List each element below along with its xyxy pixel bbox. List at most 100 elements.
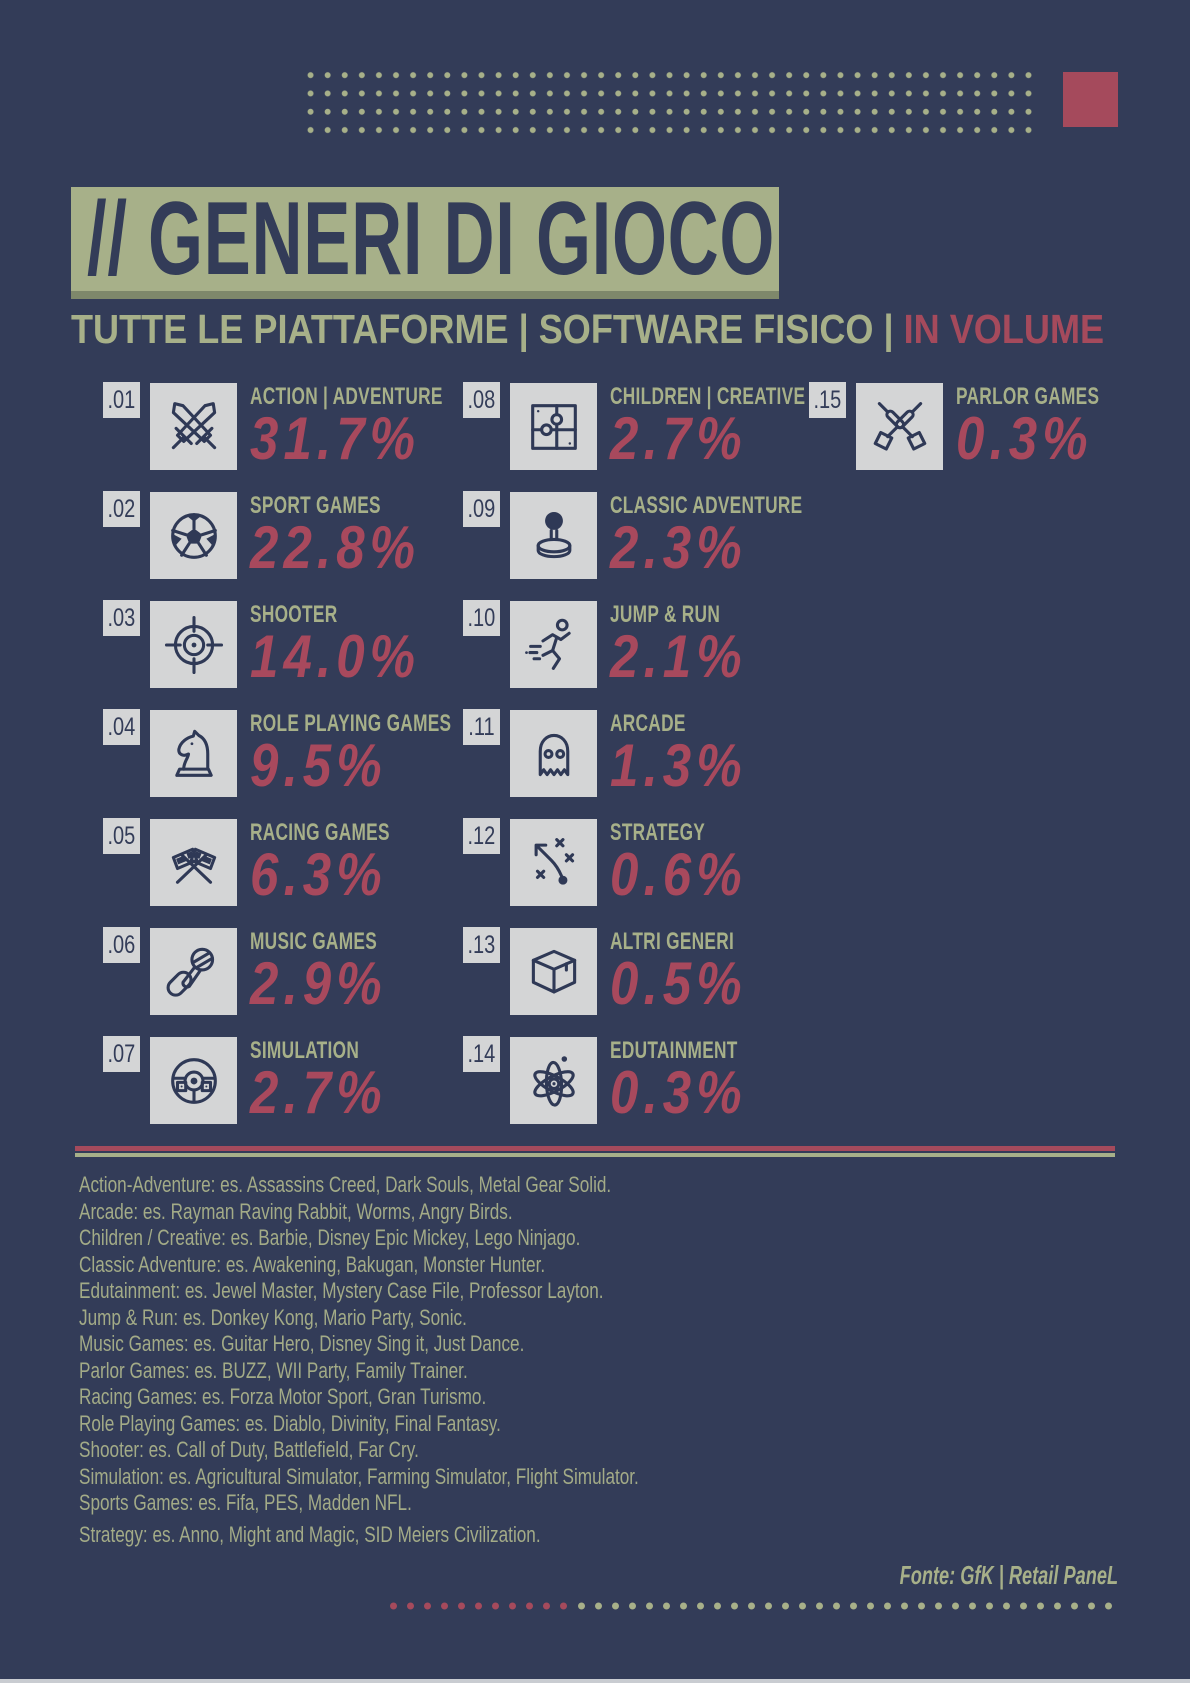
- genre-value: 1.3%: [610, 732, 747, 799]
- genre-item: .05 RACING GAMES 6.3%: [103, 818, 530, 908]
- genre-label: ARCADE: [610, 710, 686, 737]
- genre-example-line: Action-Adventure: es. Assassins Creed, D…: [79, 1172, 612, 1197]
- genre-value: 31.7%: [250, 405, 421, 472]
- genre-item: .04 ROLE PLAYING GAMES 9.5%: [103, 709, 530, 797]
- genre-icon-box: [150, 1037, 237, 1124]
- genre-text: ACTION | ADVENTURE 31.7%: [250, 383, 518, 472]
- genre-example-line: Shooter: es. Call of Duty, Battlefield, …: [79, 1437, 419, 1462]
- genre-rank-badge: .06: [103, 927, 140, 963]
- genre-value: 2.9%: [250, 950, 387, 1017]
- genre-value: 2.7%: [250, 1059, 387, 1126]
- genre-text: ROLE PLAYING GAMES 9.5%: [250, 710, 530, 796]
- genre-item: .03 SHOOTER 14.0%: [103, 600, 530, 690]
- title-banner: // GENERI DI GIOCO: [71, 181, 779, 299]
- genre-item: .15 PARLOR GAMES 0.3%: [809, 382, 1155, 472]
- genre-label: SHOOTER: [250, 601, 338, 628]
- genre-value: 2.7%: [610, 405, 747, 472]
- genre-value: 2.3%: [610, 514, 747, 581]
- genre-rank: .13: [467, 930, 496, 959]
- genre-rank: .09: [467, 494, 496, 523]
- genre-item: .11 ARCADE 1.3%: [463, 709, 881, 799]
- decorative-dot-grid: [302, 66, 1039, 138]
- genre-rank-badge: .05: [103, 818, 140, 854]
- decorative-red-square: [1063, 72, 1118, 127]
- genre-label: ACTION | ADVENTURE: [250, 383, 443, 410]
- genre-value: 2.1%: [610, 623, 747, 690]
- subtitle-platforms: TUTTE LE PIATTAFORME | SOFTWARE FISICO |: [71, 306, 904, 352]
- genre-icon-box: [150, 601, 237, 688]
- genre-item: .12 STRATEGY 0.6%: [463, 818, 881, 908]
- subtitle-volume: IN VOLUME: [903, 306, 1105, 352]
- genre-text: STRATEGY 0.6%: [610, 819, 771, 908]
- running-figure-icon: [524, 618, 571, 670]
- genre-rank: .14: [467, 1039, 496, 1068]
- genre-item: .10 JUMP & RUN 2.1%: [463, 600, 881, 690]
- genre-label: MUSIC GAMES: [250, 928, 378, 955]
- genre-item: .09 CLASSIC ADVENTURE 2.3%: [463, 491, 881, 581]
- genre-example-line: Children / Creative: es. Barbie, Disney …: [79, 1225, 581, 1250]
- steering-wheel-icon: [170, 1057, 217, 1104]
- genre-item: .02 SPORT GAMES 22.8%: [103, 491, 530, 579]
- genre-item: .01 ACTION | ADVENTURE 31.7%: [103, 382, 530, 472]
- racing-flags-icon: [171, 847, 216, 884]
- genre-text: ALTRI GENERI 0.5%: [610, 928, 782, 1014]
- puzzle-icon: [530, 403, 577, 450]
- genre-icon-box: [510, 710, 597, 797]
- genre-example-line: Arcade: es. Rayman Raving Rabbit, Worms,…: [79, 1198, 513, 1224]
- genre-rank-badge: .12: [463, 818, 500, 854]
- subtitle: TUTTE LE PIATTAFORME | SOFTWARE FISICO |…: [71, 306, 1190, 352]
- ghost-icon: [538, 733, 569, 776]
- genre-rank: .08: [467, 385, 496, 414]
- genre-rank: .12: [467, 821, 496, 850]
- genre-example-line: Role Playing Games: es. Diablo, Divinity…: [79, 1410, 501, 1436]
- genre-label: STRATEGY: [610, 819, 706, 846]
- genre-rank-badge: .11: [463, 709, 500, 745]
- genre-rank-badge: .14: [463, 1036, 500, 1072]
- genre-label: SPORT GAMES: [250, 492, 381, 519]
- genre-rank: .03: [107, 603, 136, 632]
- genre-value: 6.3%: [250, 841, 387, 908]
- genre-rank: .11: [468, 712, 495, 741]
- crossed-darts-icon: [873, 401, 926, 451]
- genre-icon-box: [510, 492, 597, 579]
- genre-label: ROLE PLAYING GAMES: [250, 710, 452, 737]
- joystick-icon: [536, 511, 571, 558]
- genre-rank-badge: .07: [103, 1036, 140, 1072]
- genre-label: SIMULATION: [250, 1037, 360, 1064]
- genre-item: .06 MUSIC GAMES 2.9%: [103, 927, 530, 1017]
- genre-example-line: Edutainment: es. Jewel Master, Mystery C…: [79, 1278, 604, 1303]
- genre-example-line: Racing Games: es. Forza Motor Sport, Gra…: [79, 1384, 487, 1409]
- genre-rank: .05: [107, 821, 136, 850]
- genre-rank-badge: .02: [103, 491, 140, 527]
- genre-text: SHOOTER 14.0%: [250, 601, 450, 690]
- genre-column-1: .01 ACTION | ADVENTURE 31.7% .02 SPORT G…: [103, 382, 530, 1146]
- genre-icon-box: [150, 819, 237, 906]
- page-title: // GENERI DI GIOCO: [87, 180, 776, 297]
- chess-knight-icon: [174, 729, 213, 777]
- genre-value: 0.6%: [610, 841, 747, 908]
- genre-rank-badge: .04: [103, 709, 140, 745]
- genre-label: ALTRI GENERI: [610, 928, 735, 955]
- genre-text: SIMULATION 2.7%: [250, 1037, 411, 1126]
- genre-text: JUMP & RUN 2.1%: [610, 601, 771, 690]
- genre-example-line: Sports Games: es. Fifa, PES, Madden NFL.: [79, 1490, 412, 1515]
- genre-value: 14.0%: [250, 623, 421, 690]
- genre-value: 0.3%: [956, 405, 1093, 472]
- genre-example-line: Music Games: es. Guitar Hero, Disney Sin…: [79, 1331, 525, 1356]
- genre-text: CHILDREN | CREATIVE 2.7%: [610, 383, 881, 472]
- section-divider: [75, 1146, 1115, 1157]
- genre-label: CHILDREN | CREATIVE: [610, 383, 806, 410]
- genre-rank-badge: .03: [103, 600, 140, 636]
- genre-rank-badge: .01: [103, 382, 140, 418]
- genre-label: EDUTAINMENT: [610, 1037, 738, 1064]
- genre-item: .13 ALTRI GENERI 0.5%: [463, 927, 881, 1015]
- decorative-dot-row-red: [385, 1601, 573, 1611]
- genre-text: RACING GAMES 6.3%: [250, 819, 444, 908]
- genre-rank-badge: .13: [463, 927, 500, 963]
- genre-label: PARLOR GAMES: [956, 383, 1100, 410]
- genre-icon-box: [856, 383, 943, 470]
- genre-item: .07 SIMULATION 2.7%: [103, 1036, 530, 1126]
- genre-icon-box: [150, 710, 237, 797]
- genre-example-line: Simulation: es. Agricultural Simulator, …: [79, 1463, 639, 1489]
